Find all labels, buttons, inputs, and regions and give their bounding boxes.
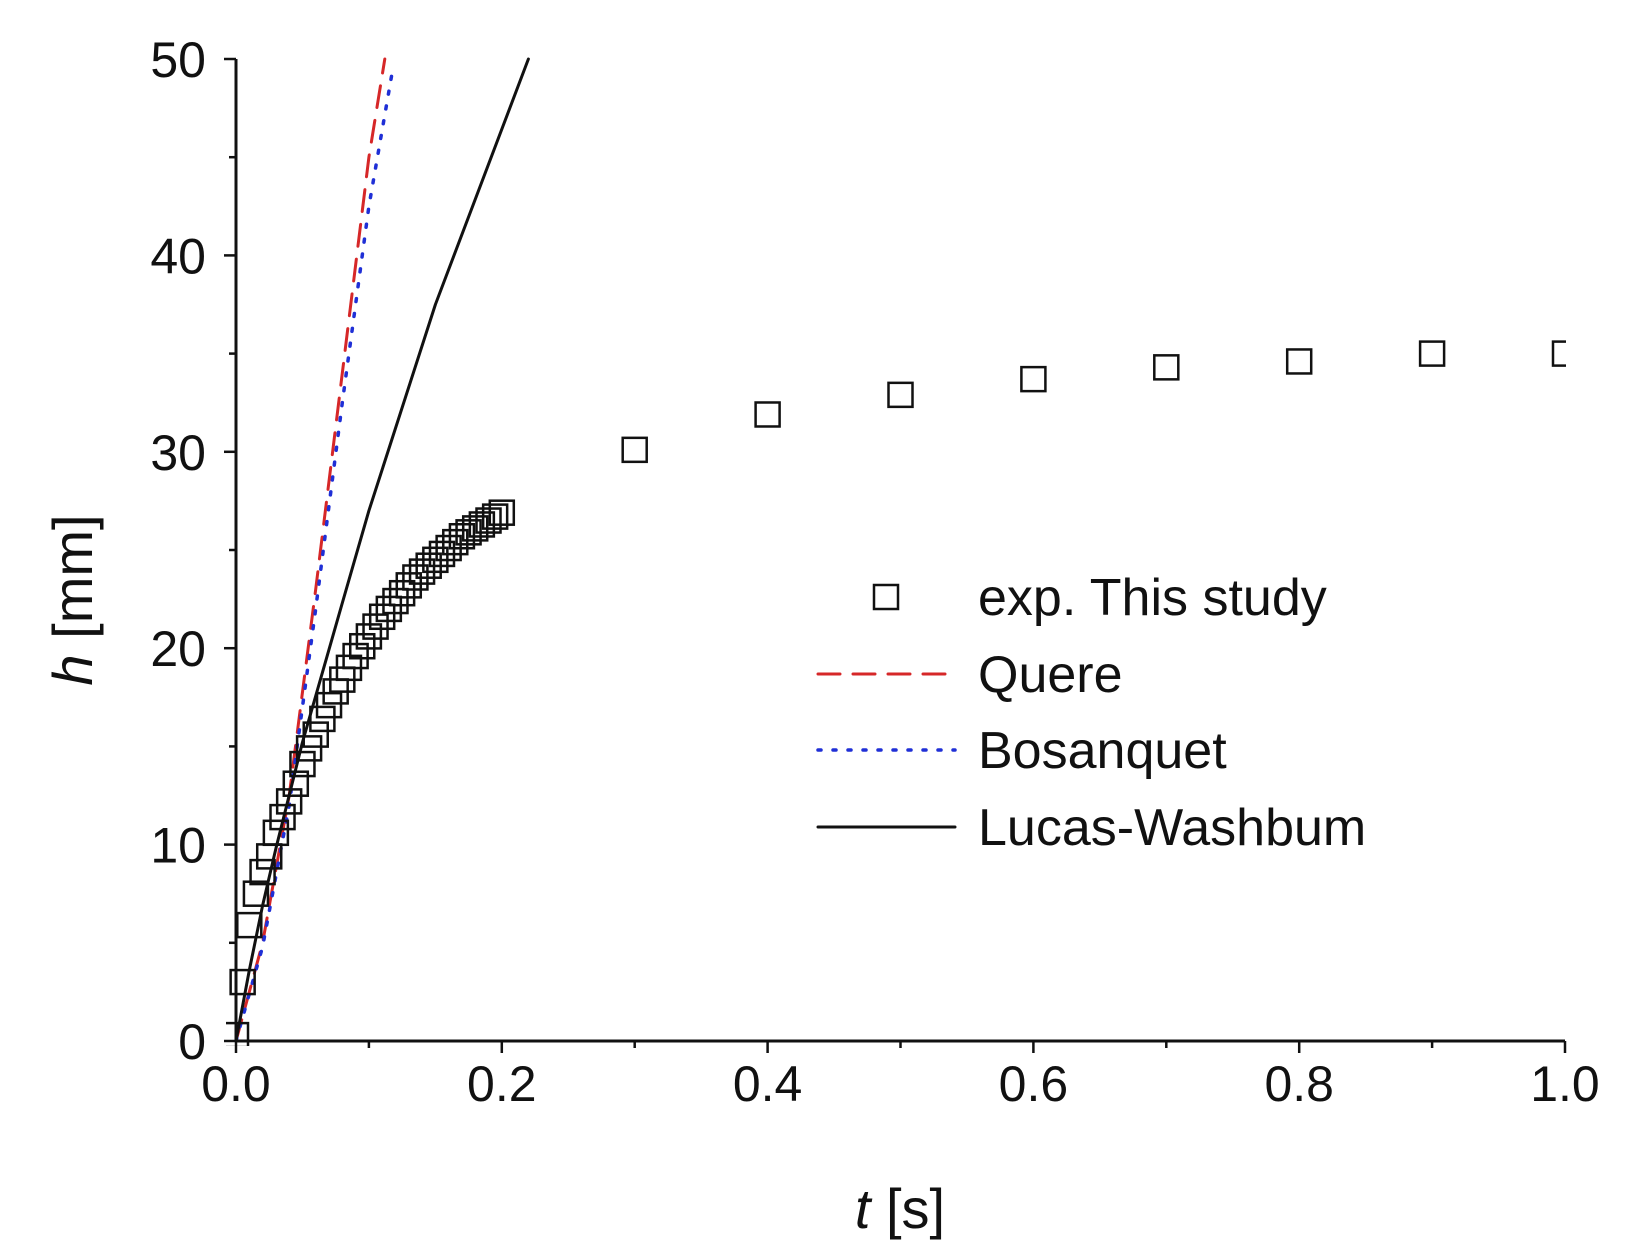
data-point: [475, 507, 502, 534]
data-point: [262, 819, 290, 847]
data-point: [362, 613, 389, 640]
data-point: [302, 721, 329, 748]
data-point: [249, 858, 276, 886]
legend-label-quere: Quere: [978, 646, 1123, 704]
x-tick-label: 0.0: [201, 1056, 271, 1112]
data-point: [388, 579, 416, 607]
x-axis-title: t [s]: [855, 1177, 945, 1240]
series-line-quere: [234, 57, 387, 1043]
y-axis-title: h [mm]: [41, 514, 104, 685]
data-point: [229, 968, 256, 996]
y-tick-label: 40: [150, 228, 206, 284]
data-point: [1153, 354, 1180, 381]
data-point: [1551, 340, 1566, 367]
data-point: [375, 595, 403, 623]
data-point: [289, 750, 316, 778]
y-tick-label: 10: [150, 818, 206, 874]
data-point: [269, 803, 296, 831]
x-axis-ticks: 0.0 0.2 0.4 0.6 0.8 1.0: [201, 1041, 1600, 1112]
x-tick-label: 0.6: [999, 1056, 1069, 1112]
data-point: [295, 735, 323, 762]
data-point: [488, 499, 516, 526]
series-line-bosanquet: [234, 67, 395, 1043]
y-axis-ticks: 0 10 20 30 40 50: [150, 32, 236, 1070]
data-point: [395, 572, 423, 599]
x-tick-label: 0.4: [733, 1056, 803, 1112]
data-point: [355, 623, 383, 650]
plot-area: [226, 57, 1566, 1046]
data-point: [242, 880, 270, 907]
data-point: [621, 436, 648, 464]
data-point: [481, 503, 509, 530]
y-tick-label: 50: [150, 32, 206, 88]
y-tick-label: 20: [150, 621, 206, 677]
data-point: [315, 691, 343, 719]
data-point: [368, 603, 396, 631]
x-tick-label: 0.2: [467, 1056, 537, 1112]
legend-label-bosanquet: Bosanquet: [978, 722, 1227, 780]
data-point: [349, 632, 376, 660]
series-line-lucas-washbum: [234, 57, 530, 1043]
y-tick-label: 0: [178, 1014, 206, 1070]
legend-label-lucas-washbum: Lucas-Washbum: [978, 799, 1366, 857]
data-point: [1285, 348, 1313, 375]
data-point: [754, 401, 781, 428]
y-tick-label: 30: [150, 425, 206, 481]
legend: exp. This study Quere Bosanquet Lucas-Washb…: [816, 569, 1366, 857]
data-point: [1418, 340, 1446, 367]
data-point: [442, 528, 469, 556]
x-tick-label: 1.0: [1530, 1056, 1600, 1112]
data-point: [275, 788, 303, 815]
data-point: [382, 587, 409, 615]
data-point: [309, 705, 336, 733]
data-point: [342, 642, 369, 670]
data-point: [1020, 365, 1047, 393]
legend-label-exp-this-study: exp. This study: [978, 569, 1327, 627]
data-point: [887, 381, 914, 409]
data-point: [282, 770, 310, 797]
legend-marker-exp-this-study: [872, 583, 900, 611]
x-tick-label: 0.8: [1264, 1056, 1334, 1112]
